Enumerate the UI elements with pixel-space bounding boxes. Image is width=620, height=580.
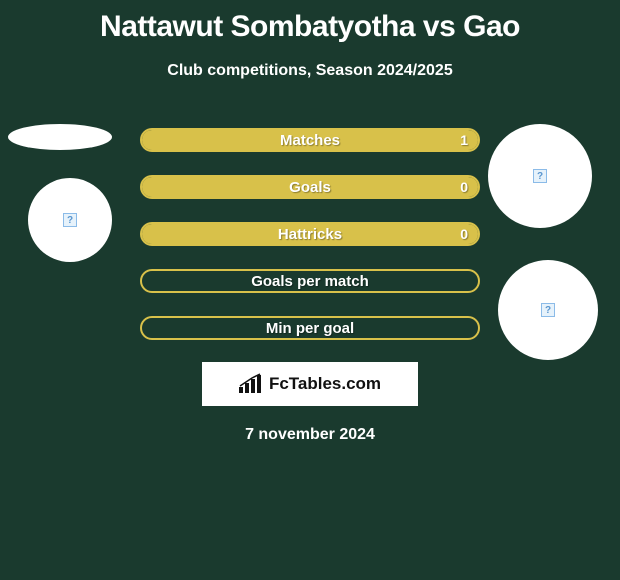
stat-label: Hattricks xyxy=(278,226,342,243)
player-left-ellipse xyxy=(8,124,112,150)
stat-value-right: 0 xyxy=(460,179,468,195)
player-right-avatar-bottom: ? xyxy=(498,260,598,360)
placeholder-icon: ? xyxy=(63,213,77,227)
player-left-avatar: ? xyxy=(28,178,112,262)
stat-label: Matches xyxy=(280,132,340,149)
stat-label: Goals xyxy=(289,179,331,196)
comparison-infographic: Nattawut Sombatyotha vs Gao Club competi… xyxy=(0,0,620,580)
brand-box: FcTables.com xyxy=(202,362,418,406)
stat-bar: Min per goal xyxy=(140,316,480,340)
brand-chart-icon xyxy=(239,373,265,395)
stat-value-right: 1 xyxy=(460,132,468,148)
subtitle: Club competitions, Season 2024/2025 xyxy=(0,62,620,80)
placeholder-icon: ? xyxy=(541,303,555,317)
stat-bar: Matches 1 xyxy=(140,128,480,152)
brand-text: FcTables.com xyxy=(269,374,381,394)
date-text: 7 november 2024 xyxy=(0,426,620,444)
stat-value-right: 0 xyxy=(460,226,468,242)
stat-bar: Goals per match xyxy=(140,269,480,293)
stat-bar: Hattricks 0 xyxy=(140,222,480,246)
player-right-avatar-top: ? xyxy=(488,124,592,228)
placeholder-icon: ? xyxy=(533,169,547,183)
page-title: Nattawut Sombatyotha vs Gao xyxy=(0,0,620,44)
stat-label: Min per goal xyxy=(266,320,354,337)
stat-bar: Goals 0 xyxy=(140,175,480,199)
stat-label: Goals per match xyxy=(251,273,369,290)
